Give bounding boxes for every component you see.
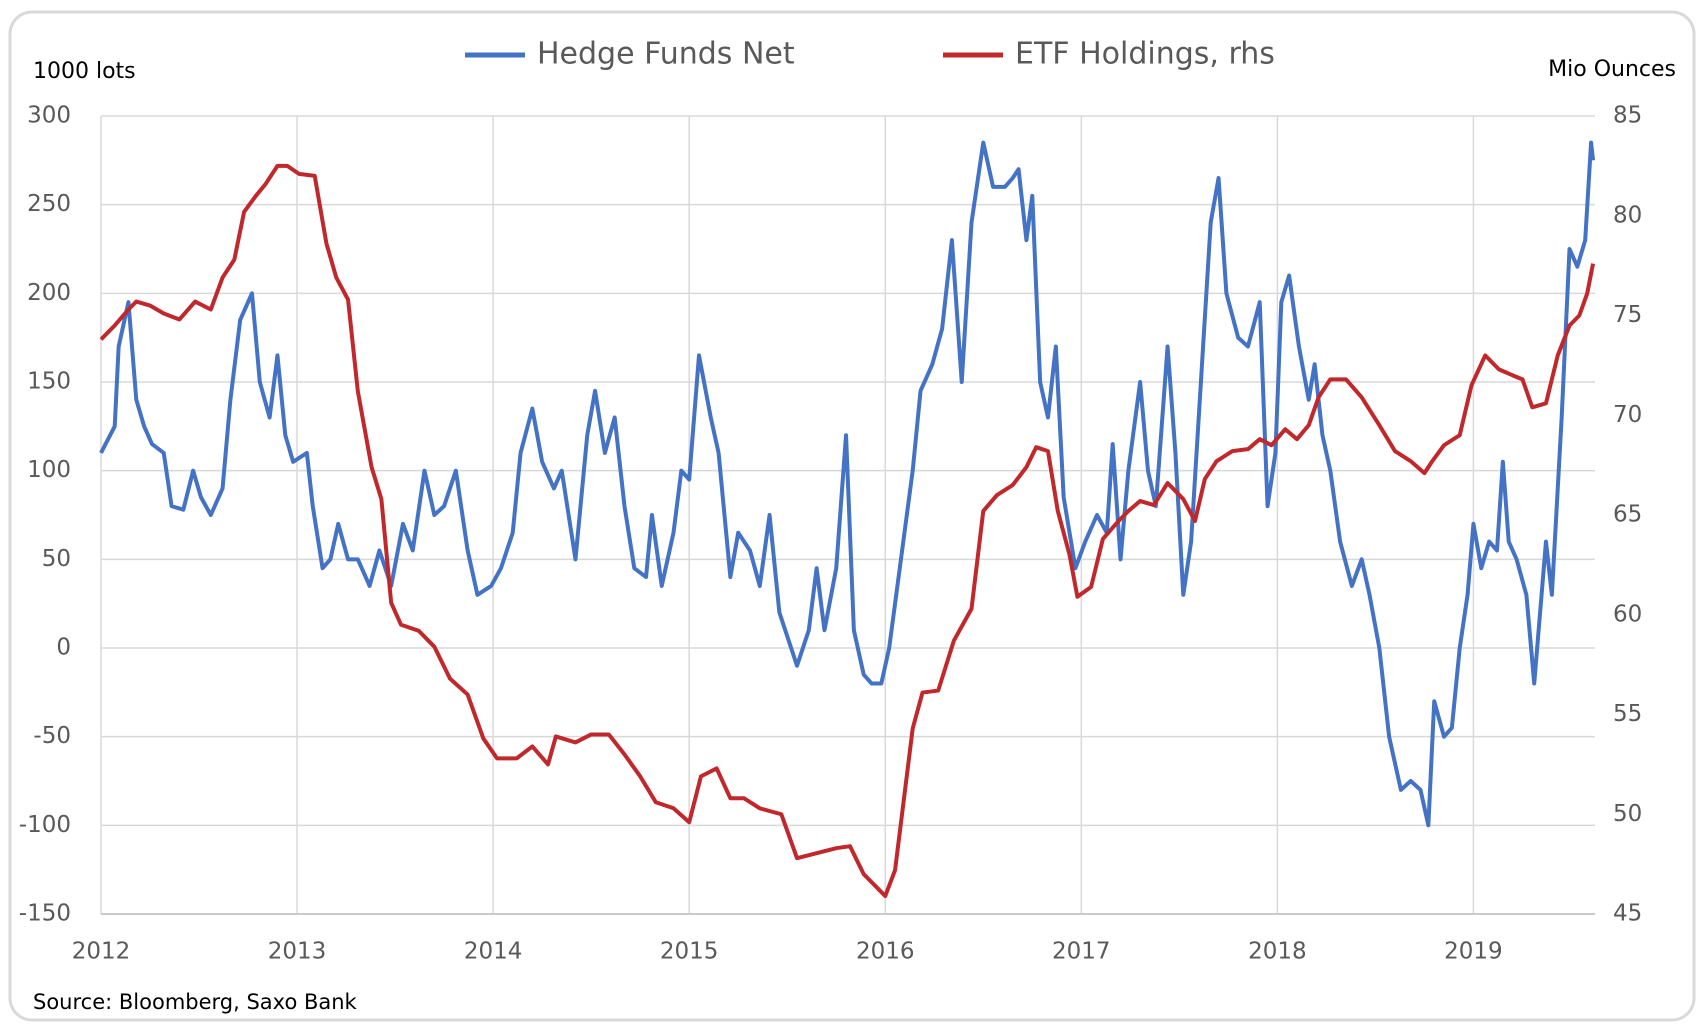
x-tick-label: 2012 [72,939,131,965]
y-tick-label: 200 [27,280,71,306]
legend-label: Hedge Funds Net [537,37,795,72]
y2-tick-label: 80 [1613,202,1642,228]
line-series [99,163,1596,899]
x-tick-label: 2019 [1444,939,1503,965]
y-tick-label: 150 [27,369,71,395]
y-tick-label: 250 [27,191,71,217]
legend-label: ETF Holdings, rhs [1015,37,1275,72]
y-tick-label: 100 [27,457,71,483]
y2-tick-label: 70 [1613,402,1642,428]
y-axis-label: 1000 lots [33,59,136,84]
y-tick-label: -50 [33,723,71,749]
y2-tick-label: 60 [1613,601,1642,627]
y-tick-label: -150 [19,901,71,927]
y2-tick-label: 50 [1613,801,1642,827]
y2-tick-label: 75 [1613,302,1642,328]
x-tick-label: 2017 [1052,939,1111,965]
x-tick-label: 2013 [268,939,327,965]
x-tick-label: 2018 [1248,939,1307,965]
y-tick-label: 300 [27,103,71,129]
y2-tick-label: 45 [1613,901,1642,927]
chart-border [8,10,1696,1022]
y2-axis-label: Mio Ounces [1548,57,1676,82]
y2-tick-label: 85 [1613,103,1642,129]
y2-tick-label: 55 [1613,701,1642,727]
y2-tick-label: 65 [1613,502,1642,528]
source-note: Source: Bloomberg, Saxo Bank [33,990,358,1014]
x-tick-label: 2015 [660,939,719,965]
y-tick-label: 0 [56,635,71,661]
y-tick-label: 50 [42,546,71,572]
y-tick-label: -100 [19,812,71,838]
x-tick-label: 2014 [464,939,523,965]
x-tick-label: 2016 [856,939,915,965]
line-series [99,140,1596,828]
